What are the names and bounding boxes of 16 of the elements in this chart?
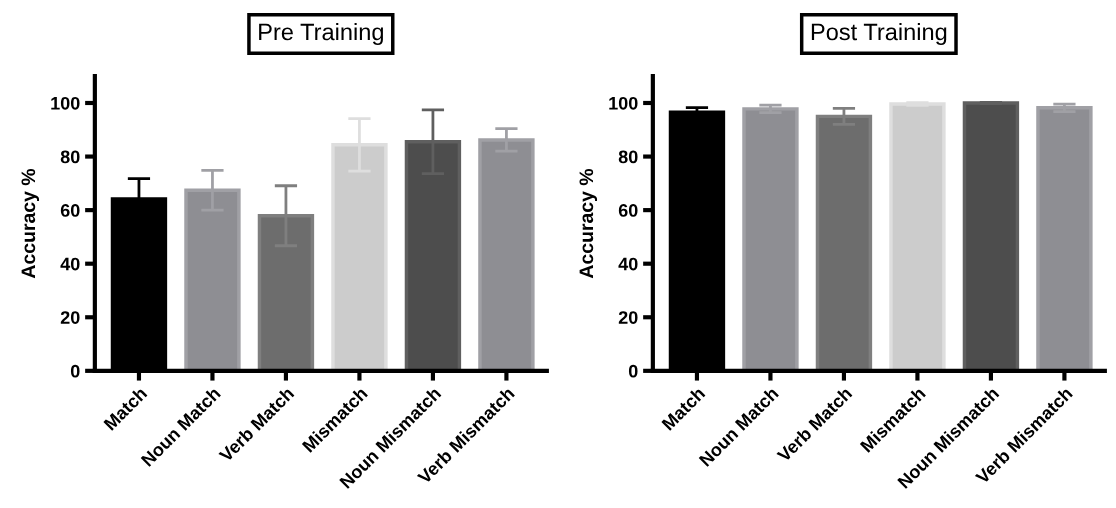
y-tick-label: 0 (70, 364, 80, 378)
y-tick-label: 100 (51, 96, 80, 110)
chart-title: Pre Training (259, 22, 383, 45)
y-tick-label: 0 (628, 364, 638, 378)
y-tick-label: 60 (618, 204, 638, 217)
y-tick-label: 100 (609, 96, 638, 110)
y-tick-label: 80 (618, 150, 638, 164)
y-axis-title: Accuracy % (21, 168, 40, 279)
y-tick-label: 40 (618, 257, 638, 271)
y-tick-label: 40 (60, 257, 80, 271)
y-tick-label: 60 (60, 204, 80, 217)
y-axis-title: Accuracy % (579, 168, 598, 279)
y-tick-label: 20 (618, 311, 638, 324)
chart-title: Post Training (811, 22, 947, 45)
y-tick-label: 80 (60, 150, 80, 164)
y-tick-label: 20 (60, 311, 80, 324)
